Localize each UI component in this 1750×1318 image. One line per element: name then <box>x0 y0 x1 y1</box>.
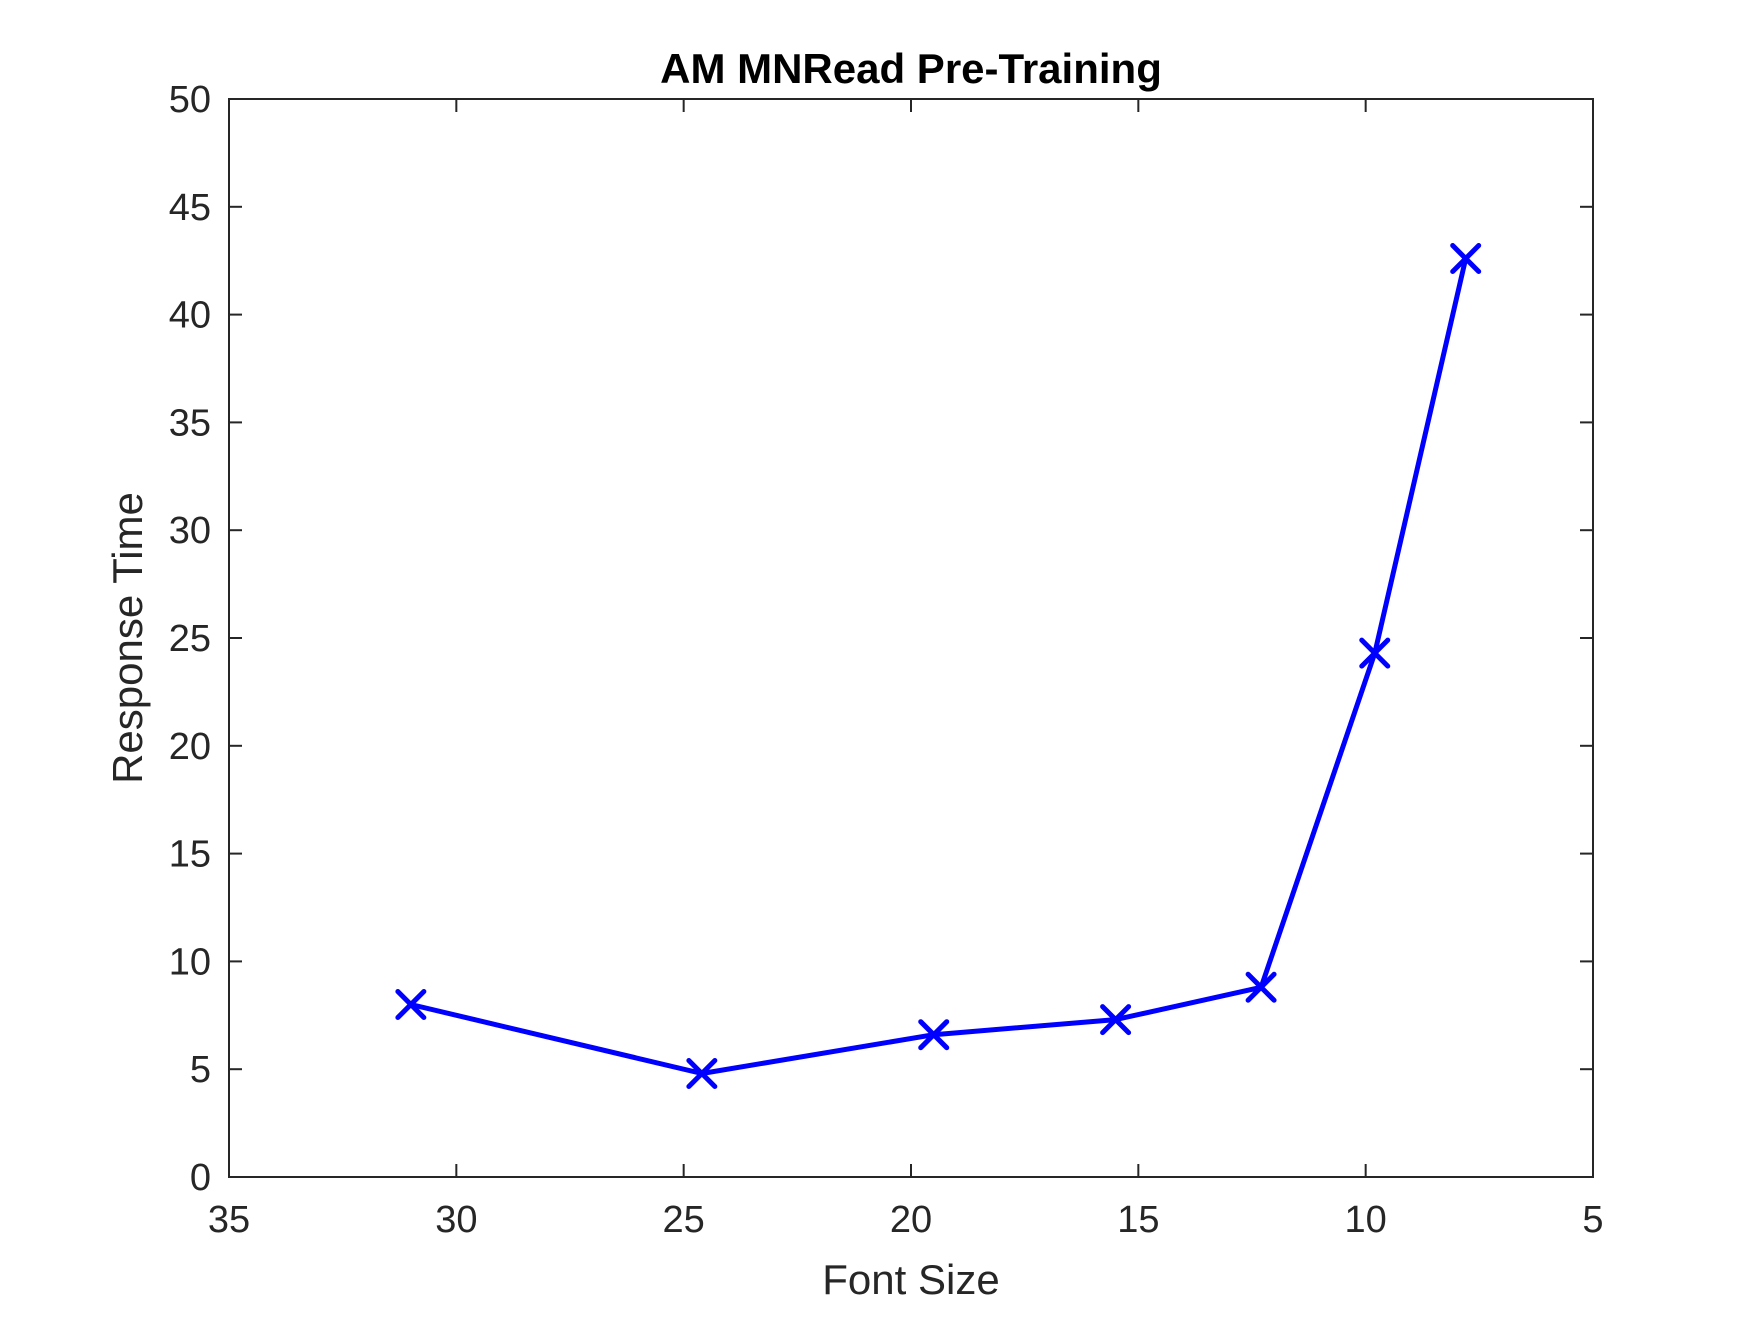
y-tick-label: 35 <box>169 402 211 444</box>
y-tick-label: 0 <box>190 1157 211 1199</box>
marker-stroke <box>1450 243 1482 275</box>
x-tick-label: 20 <box>890 1199 932 1241</box>
y-tick-label: 25 <box>169 618 211 660</box>
x-axis-label: Font Size <box>822 1256 999 1303</box>
data-point-marker <box>1359 637 1391 669</box>
x-tick-label: 25 <box>663 1199 705 1241</box>
x-tick-label: 15 <box>1117 1199 1159 1241</box>
y-tick-label: 30 <box>169 510 211 552</box>
data-point-marker <box>918 1019 950 1051</box>
marker-stroke <box>686 1058 718 1090</box>
marker-stroke <box>395 989 427 1021</box>
data-point-marker <box>686 1058 718 1090</box>
y-tick-label: 20 <box>169 726 211 768</box>
y-tick-label: 5 <box>190 1049 211 1091</box>
data-point-marker <box>1100 1004 1132 1036</box>
x-tick-label: 35 <box>208 1199 250 1241</box>
axes-box <box>228 98 1594 1178</box>
marker-stroke <box>1359 637 1391 669</box>
y-tick-label: 50 <box>169 79 211 121</box>
chart-title: AM MNRead Pre-Training <box>660 45 1162 92</box>
x-tick-label: 30 <box>435 1199 477 1241</box>
y-axis-label: Response Time <box>104 492 151 784</box>
x-tick-label: 10 <box>1345 1199 1387 1241</box>
data-point-marker <box>1450 243 1482 275</box>
marker-stroke <box>1245 971 1277 1003</box>
y-tick-label: 15 <box>169 834 211 876</box>
x-tick-label: 5 <box>1582 1199 1603 1241</box>
series-layer <box>395 243 1482 1090</box>
data-point-marker <box>1245 971 1277 1003</box>
y-tick-label: 10 <box>169 941 211 983</box>
y-tick-label: 40 <box>169 295 211 337</box>
plot-area <box>229 99 1593 1177</box>
text-layer: AM MNRead Pre-Training Font Size Respons… <box>104 45 1162 1303</box>
y-tick-label: 45 <box>169 187 211 229</box>
data-point-marker <box>395 989 427 1021</box>
marker-stroke <box>1100 1004 1132 1036</box>
marker-stroke <box>918 1019 950 1051</box>
